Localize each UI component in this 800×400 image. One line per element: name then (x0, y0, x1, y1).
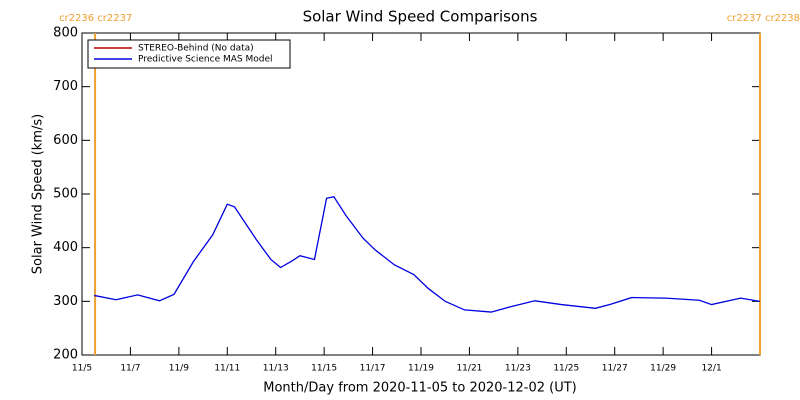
y-tick-label: 300 (53, 294, 78, 309)
y-tick-label: 700 (53, 79, 78, 94)
legend-label: STEREO-Behind (No data) (138, 44, 254, 54)
x-axis-label: Month/Day from 2020-11-05 to 2020-12-02 … (263, 381, 576, 396)
carrington-label: cr2236 cr2237 (59, 13, 132, 24)
carrington-label: cr2237 cr2238 (727, 13, 800, 24)
y-tick-label: 500 (53, 187, 78, 202)
x-tick-label: 11/17 (360, 364, 386, 374)
x-tick-label: 11/15 (311, 364, 337, 374)
x-tick-label: 11/19 (408, 364, 434, 374)
x-tick-label: 11/23 (505, 364, 531, 374)
chart-title: Solar Wind Speed Comparisons (303, 8, 538, 26)
x-tick-label: 11/29 (650, 364, 676, 374)
series-line (93, 195, 761, 313)
y-tick-label: 800 (53, 26, 78, 41)
y-axis-label: Solar Wind Speed (km/s) (31, 114, 46, 274)
legend-label: Predictive Science MAS Model (138, 55, 273, 65)
y-tick-label: 600 (53, 133, 78, 148)
legend-box (87, 39, 291, 69)
x-tick-label: 11/7 (120, 364, 140, 374)
x-tick-label: 11/11 (214, 364, 240, 374)
x-tick-label: 11/9 (169, 364, 189, 374)
y-tick-label: 200 (53, 348, 78, 363)
x-tick-label: 11/21 (456, 364, 482, 374)
x-tick-label: 11/27 (602, 364, 628, 374)
x-tick-label: 11/5 (72, 364, 92, 374)
x-tick-label: 12/1 (701, 364, 721, 374)
x-tick-label: 11/25 (553, 364, 579, 374)
y-tick-label: 400 (53, 240, 78, 255)
x-tick-label: 11/13 (263, 364, 289, 374)
plot-frame (81, 32, 761, 356)
